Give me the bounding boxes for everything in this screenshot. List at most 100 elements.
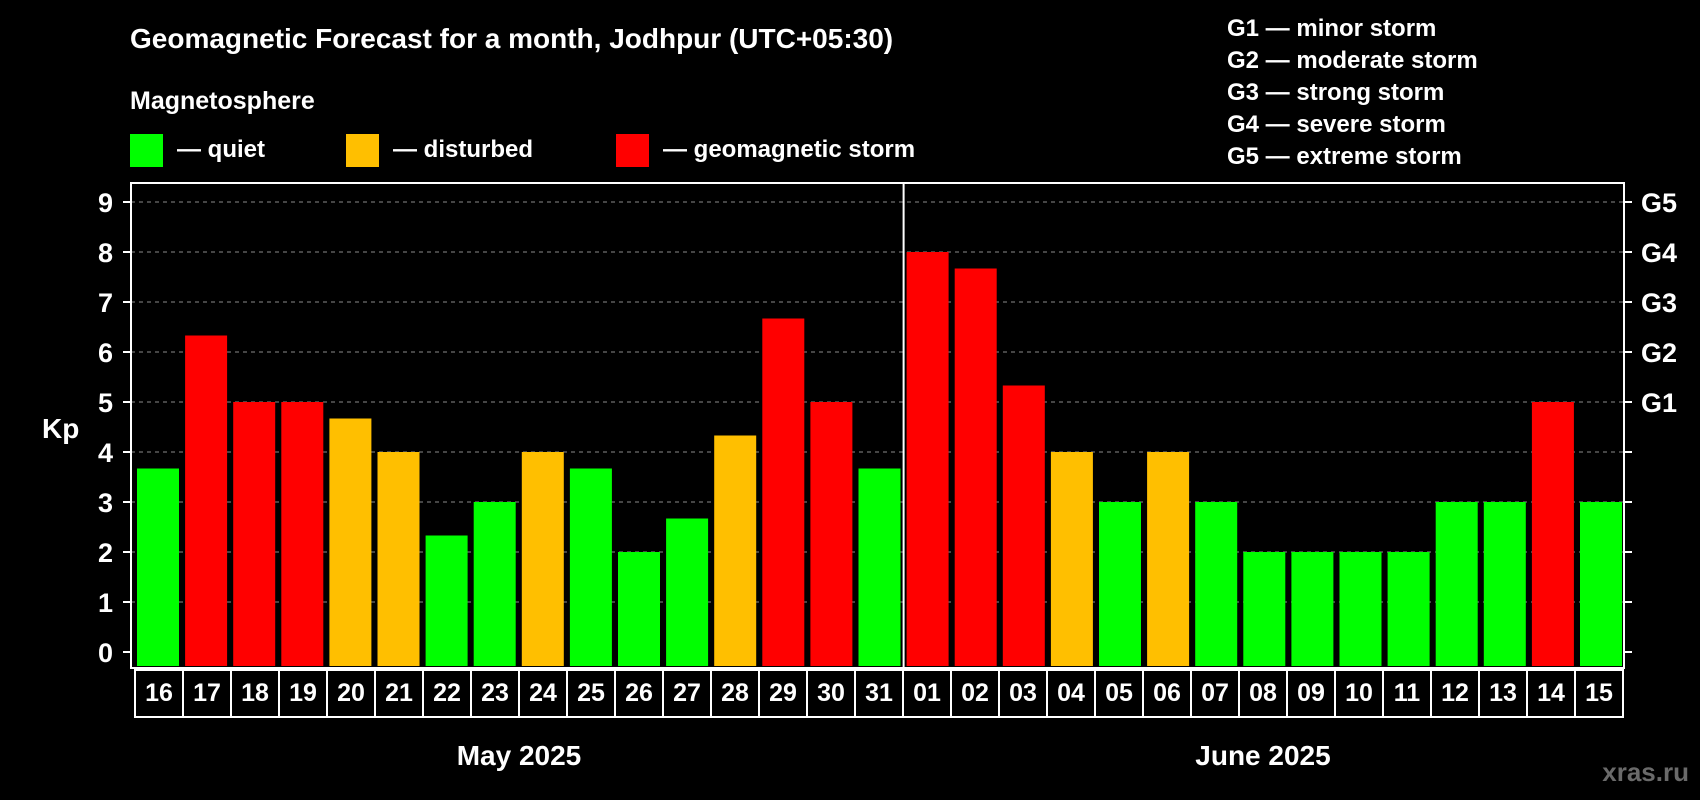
bar-16 xyxy=(137,468,179,666)
day-cell xyxy=(662,669,712,718)
day-cell xyxy=(1430,669,1480,718)
bar-26 xyxy=(618,552,660,666)
legend-swatch-disturbed xyxy=(346,134,379,167)
x-tick-label: 09 xyxy=(1297,679,1325,707)
y-tick-label: 7 xyxy=(98,288,113,318)
plot-frame xyxy=(130,182,1625,669)
y-tick-label: 6 xyxy=(98,338,113,368)
bar-22 xyxy=(425,535,468,666)
storm-scale-g5: G5 — extreme storm xyxy=(1227,143,1462,170)
x-tick-label: 25 xyxy=(577,679,605,707)
day-cell xyxy=(1142,669,1192,718)
x-tick-label: 30 xyxy=(817,679,845,707)
bar-07 xyxy=(1195,502,1238,666)
bar-28 xyxy=(714,435,757,666)
x-tick-label: 15 xyxy=(1585,679,1613,707)
bar-20 xyxy=(329,418,372,666)
y-tick-label: 9 xyxy=(98,188,113,218)
storm-scale-g4: G4 — severe storm xyxy=(1227,111,1446,138)
month-label: May 2025 xyxy=(457,740,582,771)
bar-29 xyxy=(762,318,805,666)
x-tick-label: 08 xyxy=(1249,679,1277,707)
bar-10 xyxy=(1339,552,1382,666)
day-cell xyxy=(1286,669,1336,718)
x-tick-label: 17 xyxy=(193,679,221,707)
x-tick-label: 01 xyxy=(913,679,941,707)
day-cell xyxy=(950,669,1000,718)
bar-01 xyxy=(906,252,949,666)
day-cell xyxy=(566,669,616,718)
day-cell xyxy=(230,669,280,718)
bar-31 xyxy=(858,468,901,666)
bar-13 xyxy=(1483,502,1526,666)
day-cell xyxy=(470,669,520,718)
legend-label-storm: — geomagnetic storm xyxy=(663,136,915,163)
bar-06 xyxy=(1147,452,1190,666)
x-tick-label: 02 xyxy=(961,679,989,707)
x-tick-label: 20 xyxy=(337,679,365,707)
x-tick-label: 03 xyxy=(1009,679,1037,707)
day-cell xyxy=(998,669,1048,718)
right-tick-label: G4 xyxy=(1641,238,1677,268)
bar-27 xyxy=(666,518,709,666)
y-tick-label: 1 xyxy=(98,588,113,618)
x-tick-label: 24 xyxy=(529,679,557,707)
month-label: June 2025 xyxy=(1195,740,1330,771)
x-tick-label: 07 xyxy=(1201,679,1229,707)
storm-scale-legend: G1 — minor storm G2 — moderate storm G3 … xyxy=(1227,15,1478,170)
x-tick-label: 23 xyxy=(481,679,509,707)
x-tick-label: 11 xyxy=(1394,679,1421,707)
bar-17 xyxy=(185,335,228,666)
x-tick-label: 14 xyxy=(1537,679,1565,707)
y-tick-label: 0 xyxy=(98,638,113,668)
bar-23 xyxy=(473,502,516,666)
y-tick-label: 8 xyxy=(98,238,113,268)
bar-24 xyxy=(521,452,564,666)
day-cell xyxy=(710,669,760,718)
right-tick-label: G5 xyxy=(1641,188,1677,218)
bar-02 xyxy=(954,268,997,666)
bar-30 xyxy=(810,402,853,666)
y-tick-label: 5 xyxy=(98,388,113,418)
day-cell xyxy=(1382,669,1432,718)
storm-scale-g3: G3 — strong storm xyxy=(1227,79,1444,106)
day-cell xyxy=(1190,669,1240,718)
x-tick-label: 04 xyxy=(1057,679,1085,707)
bar-11 xyxy=(1387,552,1430,666)
x-tick-label: 21 xyxy=(385,679,413,707)
day-cell xyxy=(614,669,664,718)
x-tick-label: 12 xyxy=(1441,679,1469,707)
x-tick-label: 22 xyxy=(433,679,461,707)
bar-05 xyxy=(1099,502,1141,666)
watermark: xras.ru xyxy=(1602,757,1689,787)
legend-label-quiet: — quiet xyxy=(177,136,265,163)
bar-03 xyxy=(1002,385,1045,666)
day-cell xyxy=(326,669,376,718)
day-cell xyxy=(182,669,232,718)
day-cell xyxy=(134,669,184,718)
y-tick-label: 3 xyxy=(98,488,113,518)
day-cell xyxy=(1334,669,1384,718)
x-tick-label: 31 xyxy=(865,679,893,707)
day-cell xyxy=(422,669,472,718)
y-tick-label: 4 xyxy=(98,438,113,468)
x-tick-label: 18 xyxy=(241,679,269,707)
day-cell xyxy=(1574,669,1624,718)
storm-scale-g2: G2 — moderate storm xyxy=(1227,47,1478,74)
x-tick-label: 16 xyxy=(145,679,173,707)
legend-swatch-storm xyxy=(616,134,649,167)
day-cell xyxy=(902,669,952,718)
bar-09 xyxy=(1291,552,1334,666)
legend-label-disturbed: — disturbed xyxy=(393,136,533,163)
x-tick-label: 13 xyxy=(1489,679,1517,707)
right-tick-label: G3 xyxy=(1641,288,1677,318)
right-tick-label: G1 xyxy=(1641,388,1677,418)
day-cell xyxy=(1046,669,1096,718)
legend-swatch-quiet xyxy=(130,134,163,167)
y-axis-label: Kp xyxy=(42,413,79,444)
day-cell xyxy=(518,669,568,718)
legend-heading: Magnetosphere xyxy=(130,87,315,115)
bar-12 xyxy=(1435,502,1478,666)
